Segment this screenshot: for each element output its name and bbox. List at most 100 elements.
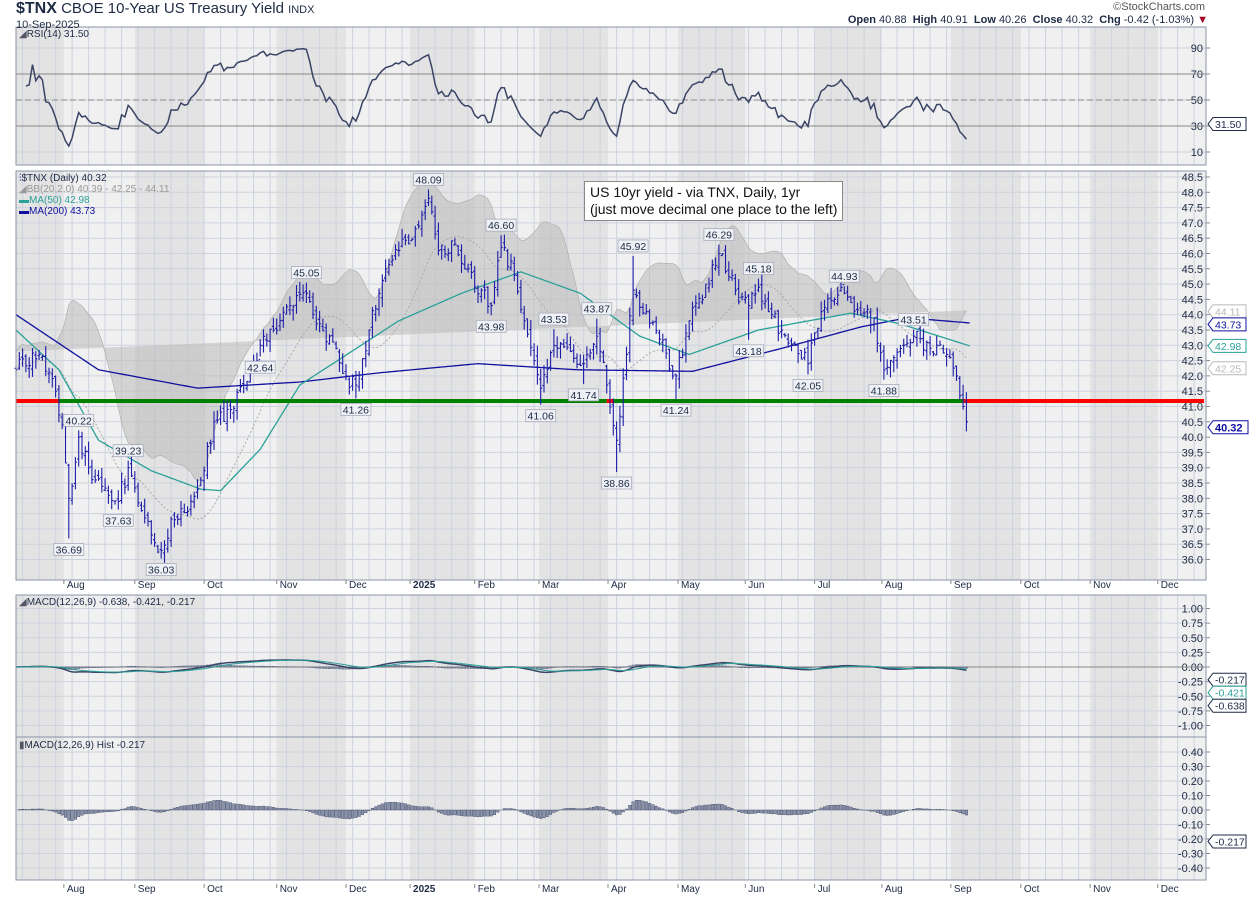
price-bar <box>796 344 800 364</box>
histogram-bar <box>667 809 671 813</box>
price-bar <box>456 245 460 257</box>
month-shade <box>134 595 205 737</box>
price-bar <box>331 328 335 343</box>
ohlc-summary: Open 40.88 High 40.91 Low 40.26 Close 40… <box>848 14 1208 26</box>
histogram-bar <box>423 806 427 811</box>
price-bar <box>664 338 668 359</box>
x-tick-label: Sep <box>138 884 156 895</box>
macd-panel-hist-bar <box>961 666 965 669</box>
price-bar <box>133 471 137 493</box>
price-bar <box>879 342 883 362</box>
histogram-bar <box>456 809 460 816</box>
histogram-bar <box>417 806 421 811</box>
histogram-bar <box>73 809 77 820</box>
histogram-bar <box>578 808 582 811</box>
x-tick-label: 2025 <box>413 884 436 895</box>
y-tick-label: 40.5 <box>1182 417 1203 429</box>
price-annotation-box <box>828 269 860 283</box>
price-legend-text: $TNX (Daily) 40.32 <box>21 173 107 184</box>
histogram-bar <box>54 809 58 813</box>
histogram-bar <box>694 806 698 811</box>
price-bar <box>219 405 223 425</box>
price-bar <box>661 333 665 353</box>
macd-panel-hist-bar <box>598 666 602 668</box>
y-tick-label: 48.0 <box>1182 187 1203 199</box>
rsi-axis-tag: 31.50 <box>1215 119 1241 131</box>
histogram-bar <box>344 809 348 819</box>
histogram-bar <box>757 809 761 813</box>
histogram-bar <box>113 809 117 812</box>
macd-panel-hist-bar <box>440 666 444 668</box>
hist-legend-text: MACD(12,26,9) Hist -0.217 <box>24 740 146 751</box>
x-tick-label: Jun <box>748 580 764 591</box>
change-value: -0.42 (-1.03%) <box>1123 14 1195 26</box>
panel-border <box>15 736 1207 881</box>
price-bar <box>753 283 757 304</box>
price-bar <box>730 269 734 281</box>
price-bar <box>605 364 609 394</box>
macd-panel-hist-bar <box>615 666 618 669</box>
price-annotation-label: 42.64 <box>247 362 273 374</box>
price-annotation-label: 37.63 <box>105 516 131 528</box>
histogram-bar <box>885 809 889 816</box>
histogram-bar <box>238 804 242 811</box>
histogram-bar <box>638 800 642 811</box>
price-bar <box>836 286 840 306</box>
price-bar <box>819 301 823 333</box>
histogram-bar <box>328 809 332 818</box>
price-bar <box>360 358 365 389</box>
histogram-bar <box>361 809 365 815</box>
month-shade <box>950 595 1021 737</box>
y-tick-label: -0.30 <box>1178 849 1203 861</box>
y-tick-label: 45.0 <box>1182 279 1203 291</box>
histogram-bar <box>935 809 939 811</box>
histogram-bar <box>641 800 645 811</box>
histogram-bar <box>31 808 35 811</box>
y-tick-label: 44.5 <box>1182 294 1203 306</box>
histogram-bar <box>806 809 810 814</box>
y-tick-label: 50 <box>1191 95 1203 107</box>
price-bar <box>634 288 638 299</box>
macd-panel-hist-bar <box>265 665 269 668</box>
price-bar <box>522 305 526 330</box>
price-bar <box>136 482 140 507</box>
x-tick-label: Oct <box>207 884 223 895</box>
histogram-bar <box>879 809 883 814</box>
histogram-bar <box>790 809 794 816</box>
price-bar <box>832 297 836 306</box>
histogram-bar <box>588 807 592 811</box>
histogram-bar <box>770 809 774 815</box>
histogram-bar <box>783 809 787 816</box>
histogram-bar <box>555 809 559 812</box>
price-annotation-label: 43.18 <box>735 346 761 358</box>
histogram-bar <box>176 806 180 811</box>
price-bar <box>793 341 797 347</box>
histogram-bar <box>608 809 612 812</box>
price-annotation-box <box>145 563 177 576</box>
price-bar <box>298 281 302 302</box>
price-bar <box>341 353 345 374</box>
macd-panel-hist-bar <box>248 665 252 668</box>
macd-panel-hist-bar <box>446 666 450 669</box>
price-bar <box>842 284 846 295</box>
x-tick-label: Jul <box>818 580 831 591</box>
histogram-bar <box>162 809 166 812</box>
price-annotation-label: 45.92 <box>620 241 646 253</box>
histogram-bar <box>341 809 345 819</box>
histogram-bar <box>542 809 546 819</box>
price-bar <box>624 346 629 381</box>
histogram-bar <box>407 804 411 811</box>
macd-panel-hist-bar <box>328 666 331 669</box>
price-bar <box>354 370 358 399</box>
histogram-bar <box>436 809 440 813</box>
price-bar <box>397 241 401 257</box>
histogram-bar <box>169 808 173 811</box>
histogram-bar <box>87 809 91 814</box>
price-axis-tag: 44.11 <box>1215 306 1241 318</box>
x-tick-label: Nov <box>1093 580 1111 591</box>
histogram-bar <box>912 809 916 811</box>
histogram-bar <box>486 809 490 817</box>
histogram-bar <box>674 809 678 815</box>
histogram-bar <box>882 809 886 816</box>
histogram-bar <box>129 806 133 811</box>
